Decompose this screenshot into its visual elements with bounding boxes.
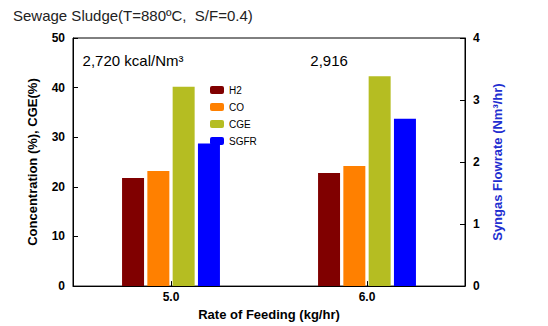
svg-text:30: 30 <box>52 130 66 144</box>
svg-text:5.0: 5.0 <box>163 290 180 304</box>
svg-text:4: 4 <box>473 31 480 45</box>
svg-text:Concentration (%), CGE(%): Concentration (%), CGE(%) <box>25 78 40 246</box>
svg-text:40: 40 <box>52 81 66 95</box>
svg-text:Syngas Flowrate (Nm³/hr): Syngas Flowrate (Nm³/hr) <box>490 83 505 240</box>
svg-text:6.0: 6.0 <box>359 290 376 304</box>
svg-text:Rate of Feeding (kg/hr): Rate of Feeding (kg/hr) <box>198 307 340 322</box>
svg-text:1: 1 <box>473 217 480 231</box>
svg-text:SGFR: SGFR <box>229 136 257 147</box>
svg-text:CGE: CGE <box>229 119 251 130</box>
svg-text:3: 3 <box>473 93 480 107</box>
svg-text:2,916: 2,916 <box>310 52 348 69</box>
svg-text:0: 0 <box>58 279 65 293</box>
svg-text:2: 2 <box>473 155 480 169</box>
svg-text:H2: H2 <box>229 85 242 96</box>
svg-text:20: 20 <box>52 180 66 194</box>
svg-text:50: 50 <box>52 31 66 45</box>
svg-text:CO: CO <box>229 102 244 113</box>
svg-text:Sewage Sludge(T=880ºC, S/F=0.: Sewage Sludge(T=880ºC, S/F=0.4) <box>13 7 253 24</box>
svg-text:0: 0 <box>473 279 480 293</box>
svg-text:2,720 kcal/Nm³: 2,720 kcal/Nm³ <box>83 52 184 69</box>
svg-text:10: 10 <box>52 229 66 243</box>
